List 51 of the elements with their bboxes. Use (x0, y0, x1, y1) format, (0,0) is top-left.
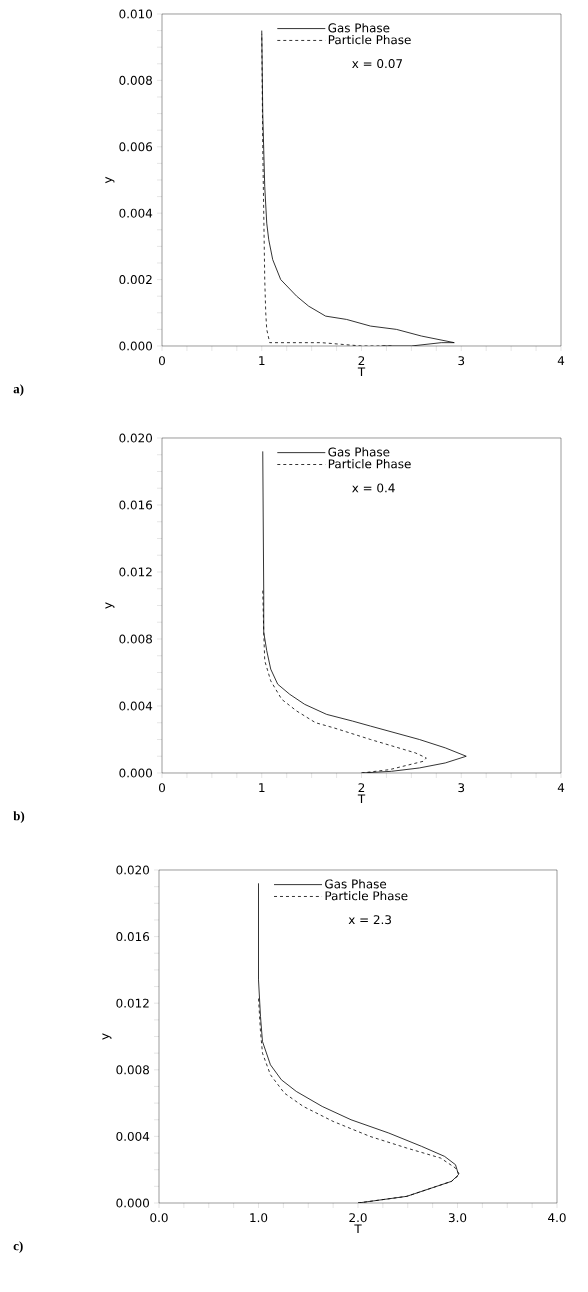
legend-label: Particle Phase (328, 35, 411, 45)
y-tick-label: 0.004 (116, 1131, 150, 1141)
legend-label: Gas Phase (328, 23, 390, 33)
legend-label: Particle Phase (325, 891, 408, 901)
y-tick-label: 0.016 (119, 500, 153, 510)
y-axis-title: y (102, 1033, 112, 1040)
x-tick-label: 4 (557, 783, 565, 792)
x-tick-label: 2.0 (349, 1213, 367, 1223)
y-tick-label: 0.012 (116, 998, 149, 1008)
y-tick-label: 0.000 (116, 1198, 150, 1208)
x-tick-label: 1.0 (250, 1213, 268, 1223)
y-tick-label: 0.020 (119, 433, 153, 443)
y-axis-title: y (105, 176, 115, 184)
legend-label: Gas Phase (328, 447, 390, 457)
x-tick-label: 4.0 (548, 1213, 566, 1223)
y-tick-label: 0.002 (119, 275, 152, 285)
x-axis-title: T (357, 794, 366, 804)
x-axis-title: T (357, 367, 366, 377)
x-tick-label: 2 (358, 783, 365, 793)
x-tick-label: 3.0 (448, 1213, 467, 1223)
y-tick-label: 0.012 (119, 567, 152, 577)
text: b) (13, 811, 25, 823)
text: c) (13, 1241, 23, 1253)
x-tick-label: 3 (458, 356, 465, 366)
y-axis-title: y (105, 602, 115, 609)
y-tick-label: 0.020 (116, 865, 150, 875)
x-axis-title: T (354, 1224, 362, 1234)
x-tick-label: 4 (557, 356, 565, 365)
x-tick-label: 3 (458, 783, 465, 793)
y-tick-label: 0.000 (119, 768, 153, 778)
x-tick-label: 0 (158, 356, 166, 366)
legend-label: Gas Phase (325, 879, 387, 889)
x-tick-label: 0.0 (150, 1213, 168, 1223)
y-tick-label: 0.016 (116, 932, 150, 942)
y-tick-label: 0.008 (119, 634, 152, 644)
x-tick-label: 0 (158, 783, 166, 793)
y-tick-label: 0.008 (116, 1065, 149, 1075)
y-tick-label: 0.006 (119, 142, 153, 152)
annotation: x = 0.07 (352, 59, 402, 69)
y-tick-label: 0.010 (119, 9, 153, 19)
x-tick-label: 1 (259, 783, 265, 792)
text: a) (13, 384, 24, 396)
x-tick-label: 2 (358, 356, 365, 366)
annotation: x = 0.4 (352, 483, 395, 493)
y-tick-label: 0.008 (119, 75, 152, 85)
y-tick-label: 0.000 (119, 341, 153, 351)
y-tick-label: 0.004 (119, 701, 153, 711)
y-tick-label: 0.004 (119, 208, 153, 218)
annotation: x = 2.3 (348, 915, 391, 925)
x-tick-label: 1 (259, 356, 265, 365)
legend-label: Particle Phase (328, 459, 411, 469)
